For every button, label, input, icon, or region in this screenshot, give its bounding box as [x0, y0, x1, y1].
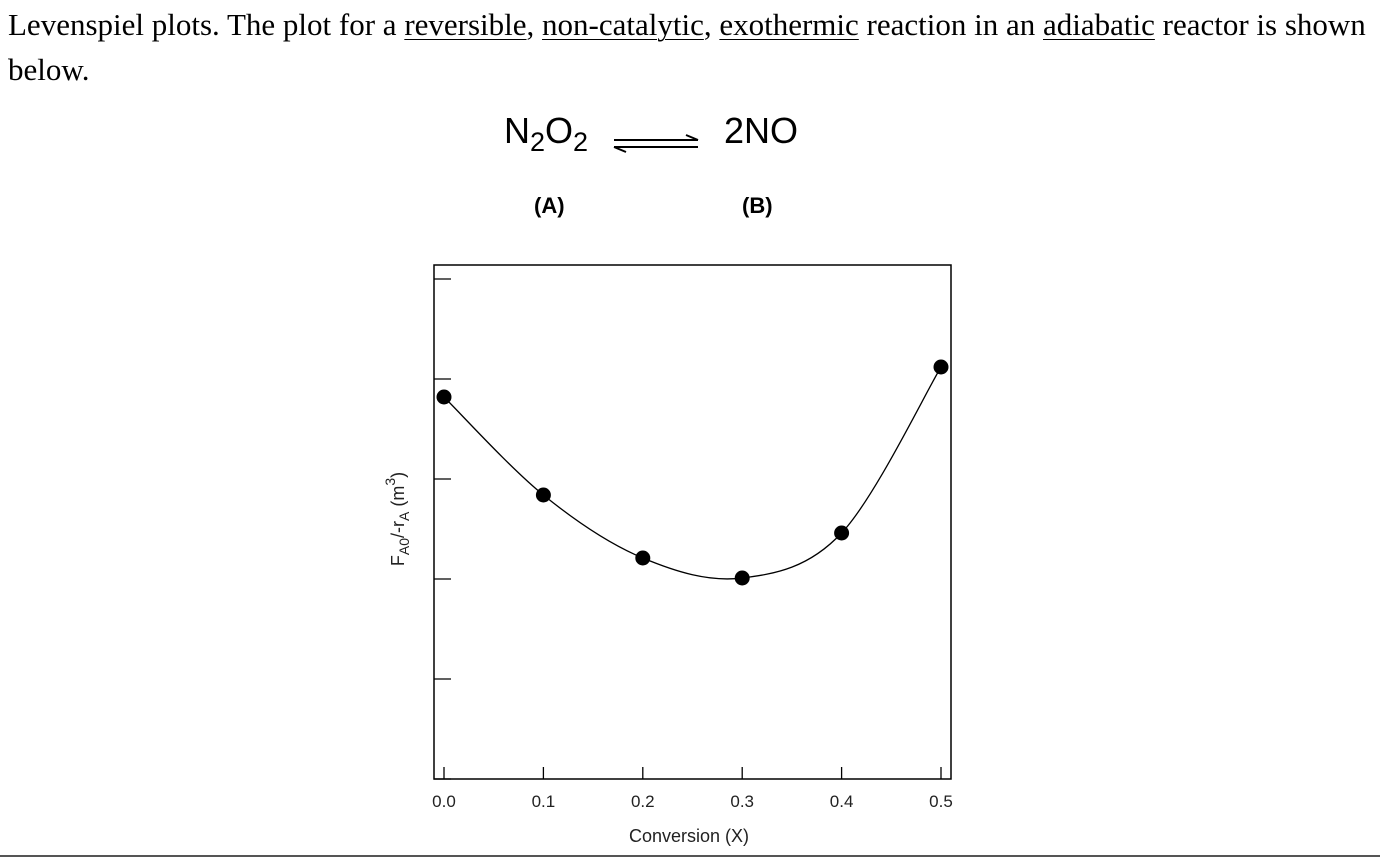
y-label-f: F — [388, 555, 408, 566]
x-tick-label: 0.2 — [631, 792, 655, 811]
data-points — [436, 359, 949, 586]
intro-text-1: Levenspiel plots. The plot for a — [8, 7, 405, 42]
data-point — [834, 525, 850, 541]
y-label-superscript: 3 — [382, 478, 398, 486]
data-point — [535, 487, 551, 503]
intro-text-3: reactor is shown below. — [8, 7, 1366, 87]
bottom-divider — [0, 855, 1380, 857]
product-formula: 2NO — [724, 110, 799, 151]
term-non-catalytic: non-catalytic — [542, 7, 704, 42]
data-point — [635, 550, 651, 566]
x-tick-label: 0.0 — [432, 792, 456, 811]
y-label-unit: (m — [388, 486, 408, 512]
reactant-formula: N2O2 — [504, 110, 588, 156]
plot-frame — [433, 264, 952, 780]
label-a: (A) — [534, 193, 565, 218]
label-b: (B) — [742, 193, 773, 218]
x-tick-label: 0.5 — [929, 792, 953, 811]
reactant-n: N — [504, 110, 530, 151]
y-label-sub-a: A — [396, 511, 412, 521]
y-label-close: ) — [388, 472, 408, 478]
term-exothermic: exothermic — [719, 7, 859, 42]
data-point — [734, 570, 750, 586]
reactant-o: O — [545, 110, 574, 151]
x-tick-label: 0.3 — [730, 792, 754, 811]
comma-1: , — [526, 7, 543, 42]
intro-paragraph: Levenspiel plots. The plot for a reversi… — [8, 2, 1376, 92]
reactant-n-subscript: 2 — [530, 127, 546, 157]
fitted-curve — [443, 366, 942, 580]
x-tick-label: 0.1 — [532, 792, 556, 811]
term-adiabatic: adiabatic — [1043, 7, 1155, 42]
y-axis-label: FA0/-rA (m3) — [382, 472, 412, 566]
term-reversible: reversible — [404, 7, 527, 42]
data-point — [436, 389, 452, 405]
x-axis-label: Conversion (X) — [629, 826, 749, 846]
y-label-sub-a0: A0 — [396, 538, 412, 555]
x-tick-label: 0.4 — [830, 792, 854, 811]
y-ticks — [434, 278, 451, 780]
y-label-rate: /-r — [388, 521, 408, 538]
x-ticks: 0.0 0.1 0.2 0.3 0.4 0.5 — [432, 767, 953, 811]
data-point — [933, 359, 949, 375]
equilibrium-arrow-icon — [613, 134, 699, 153]
reactant-o-subscript: 2 — [573, 127, 589, 157]
intro-text-2: reaction in an — [858, 7, 1043, 42]
comma-2: , — [703, 7, 720, 42]
